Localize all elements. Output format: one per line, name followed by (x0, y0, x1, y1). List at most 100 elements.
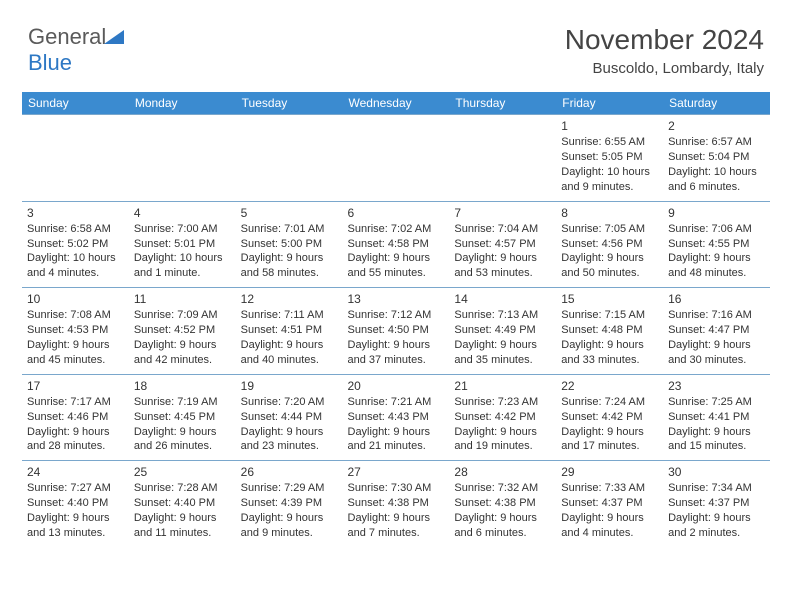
daylight-text: Daylight: 9 hours and 30 minutes. (668, 338, 765, 368)
day-number: 29 (561, 464, 658, 480)
dayname: Thursday (449, 92, 556, 115)
day-number: 17 (27, 378, 124, 394)
sunset-text: Sunset: 4:50 PM (348, 323, 445, 338)
sunset-text: Sunset: 4:56 PM (561, 237, 658, 252)
day-number: 8 (561, 205, 658, 221)
sunset-text: Sunset: 4:40 PM (134, 496, 231, 511)
daylight-text: Daylight: 10 hours and 1 minute. (134, 251, 231, 281)
calendar-cell: 21Sunrise: 7:23 AMSunset: 4:42 PMDayligh… (449, 374, 556, 461)
sunset-text: Sunset: 4:42 PM (561, 410, 658, 425)
calendar-cell: 22Sunrise: 7:24 AMSunset: 4:42 PMDayligh… (556, 374, 663, 461)
day-number: 4 (134, 205, 231, 221)
sunrise-text: Sunrise: 7:30 AM (348, 481, 445, 496)
logo-triangle-icon (104, 30, 124, 46)
day-number: 16 (668, 291, 765, 307)
calendar-cell: 25Sunrise: 7:28 AMSunset: 4:40 PMDayligh… (129, 461, 236, 547)
calendar-cell: 5Sunrise: 7:01 AMSunset: 5:00 PMDaylight… (236, 201, 343, 288)
sunrise-text: Sunrise: 7:00 AM (134, 222, 231, 237)
daylight-text: Daylight: 10 hours and 6 minutes. (668, 165, 765, 195)
logo-text-1: General (28, 24, 106, 49)
sunset-text: Sunset: 4:41 PM (668, 410, 765, 425)
sunset-text: Sunset: 4:42 PM (454, 410, 551, 425)
calendar-cell: 28Sunrise: 7:32 AMSunset: 4:38 PMDayligh… (449, 461, 556, 547)
sunrise-text: Sunrise: 7:02 AM (348, 222, 445, 237)
sunrise-text: Sunrise: 7:20 AM (241, 395, 338, 410)
daylight-text: Daylight: 9 hours and 21 minutes. (348, 425, 445, 455)
daylight-text: Daylight: 10 hours and 4 minutes. (27, 251, 124, 281)
calendar-cell: 23Sunrise: 7:25 AMSunset: 4:41 PMDayligh… (663, 374, 770, 461)
daylight-text: Daylight: 9 hours and 23 minutes. (241, 425, 338, 455)
sunrise-text: Sunrise: 7:17 AM (27, 395, 124, 410)
calendar-cell: 10Sunrise: 7:08 AMSunset: 4:53 PMDayligh… (22, 288, 129, 375)
sunset-text: Sunset: 4:57 PM (454, 237, 551, 252)
calendar-cell (449, 115, 556, 202)
daylight-text: Daylight: 9 hours and 40 minutes. (241, 338, 338, 368)
calendar-cell: 8Sunrise: 7:05 AMSunset: 4:56 PMDaylight… (556, 201, 663, 288)
day-number: 6 (348, 205, 445, 221)
calendar-week-row: 10Sunrise: 7:08 AMSunset: 4:53 PMDayligh… (22, 288, 770, 375)
calendar-week-row: 3Sunrise: 6:58 AMSunset: 5:02 PMDaylight… (22, 201, 770, 288)
dayname: Sunday (22, 92, 129, 115)
day-number: 23 (668, 378, 765, 394)
sunrise-text: Sunrise: 7:09 AM (134, 308, 231, 323)
calendar-cell: 26Sunrise: 7:29 AMSunset: 4:39 PMDayligh… (236, 461, 343, 547)
sunrise-text: Sunrise: 7:28 AM (134, 481, 231, 496)
sunset-text: Sunset: 4:52 PM (134, 323, 231, 338)
sunset-text: Sunset: 4:44 PM (241, 410, 338, 425)
logo-text-2: Blue (28, 50, 72, 75)
calendar-cell: 27Sunrise: 7:30 AMSunset: 4:38 PMDayligh… (343, 461, 450, 547)
sunset-text: Sunset: 4:51 PM (241, 323, 338, 338)
daylight-text: Daylight: 9 hours and 13 minutes. (27, 511, 124, 541)
day-number: 27 (348, 464, 445, 480)
sunrise-text: Sunrise: 6:57 AM (668, 135, 765, 150)
day-number: 9 (668, 205, 765, 221)
sunrise-text: Sunrise: 7:11 AM (241, 308, 338, 323)
sunrise-text: Sunrise: 7:13 AM (454, 308, 551, 323)
sunrise-text: Sunrise: 7:25 AM (668, 395, 765, 410)
day-number: 25 (134, 464, 231, 480)
sunrise-text: Sunrise: 7:34 AM (668, 481, 765, 496)
daylight-text: Daylight: 9 hours and 26 minutes. (134, 425, 231, 455)
calendar-week-row: 17Sunrise: 7:17 AMSunset: 4:46 PM Dayligh… (22, 374, 770, 461)
sunrise-text: Sunrise: 7:04 AM (454, 222, 551, 237)
sunrise-text: Sunrise: 7:06 AM (668, 222, 765, 237)
daylight-text: Daylight: 9 hours and 6 minutes. (454, 511, 551, 541)
daylight-text: Daylight: 9 hours and 50 minutes. (561, 251, 658, 281)
sunrise-text: Sunrise: 7:24 AM (561, 395, 658, 410)
day-number: 18 (134, 378, 231, 394)
day-number: 14 (454, 291, 551, 307)
sunrise-text: Sunrise: 7:01 AM (241, 222, 338, 237)
calendar-cell: 4Sunrise: 7:00 AMSunset: 5:01 PMDaylight… (129, 201, 236, 288)
calendar-header-row: Sunday Monday Tuesday Wednesday Thursday… (22, 92, 770, 115)
dayname: Wednesday (343, 92, 450, 115)
daylight-text: Daylight: 9 hours and 7 minutes. (348, 511, 445, 541)
sunset-text: Sunset: 4:46 PM (27, 410, 124, 425)
calendar-cell: 16Sunrise: 7:16 AMSunset: 4:47 PMDayligh… (663, 288, 770, 375)
daylight-text: Daylight: 9 hours and 11 minutes. (134, 511, 231, 541)
day-number: 11 (134, 291, 231, 307)
daylight-text: Daylight: 9 hours and 45 minutes. (27, 338, 124, 368)
calendar-cell: 20Sunrise: 7:21 AMSunset: 4:43 PMDayligh… (343, 374, 450, 461)
day-number: 10 (27, 291, 124, 307)
sunrise-text: Sunrise: 7:05 AM (561, 222, 658, 237)
sunset-text: Sunset: 4:38 PM (454, 496, 551, 511)
daylight-text: Daylight: 9 hours and 37 minutes. (348, 338, 445, 368)
sunset-text: Sunset: 4:58 PM (348, 237, 445, 252)
location-subtitle: Buscoldo, Lombardy, Italy (565, 60, 764, 77)
daylight-text: Daylight: 9 hours and 58 minutes. (241, 251, 338, 281)
sunset-text: Sunset: 4:55 PM (668, 237, 765, 252)
day-number: 1 (561, 118, 658, 134)
calendar-cell: 13Sunrise: 7:12 AMSunset: 4:50 PMDayligh… (343, 288, 450, 375)
sunrise-text: Sunrise: 6:55 AM (561, 135, 658, 150)
day-number: 26 (241, 464, 338, 480)
sunset-text: Sunset: 4:37 PM (668, 496, 765, 511)
sunrise-text: Sunrise: 7:32 AM (454, 481, 551, 496)
sunset-text: Sunset: 5:01 PM (134, 237, 231, 252)
day-number: 22 (561, 378, 658, 394)
daylight-text: Daylight: 9 hours and 9 minutes. (241, 511, 338, 541)
daylight-text: Daylight: 9 hours and 19 minutes. (454, 425, 551, 455)
sunset-text: Sunset: 4:49 PM (454, 323, 551, 338)
calendar-cell: 6Sunrise: 7:02 AMSunset: 4:58 PMDaylight… (343, 201, 450, 288)
calendar-cell: 3Sunrise: 6:58 AMSunset: 5:02 PMDaylight… (22, 201, 129, 288)
calendar-cell: 30Sunrise: 7:34 AMSunset: 4:37 PMDayligh… (663, 461, 770, 547)
